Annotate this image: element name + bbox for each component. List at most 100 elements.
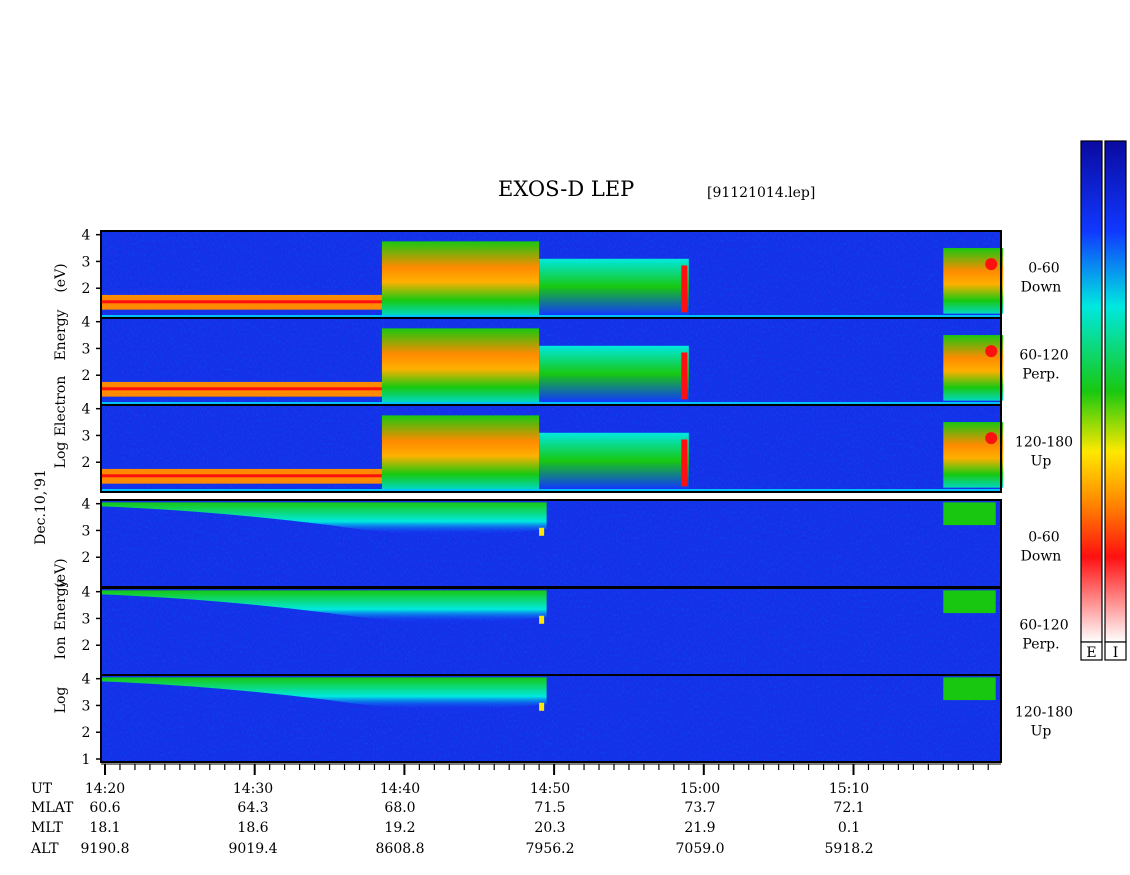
y-tick-label: 4 [82, 315, 91, 331]
table-cell-mlt: 20.3 [534, 820, 565, 836]
direction-label: Up [1031, 724, 1052, 740]
table-cell-mlt: 18.1 [89, 820, 120, 836]
ion-burst [943, 502, 996, 526]
table-row-label: ALT [30, 841, 59, 857]
pitch-angle-label: 0-60 [1028, 261, 1059, 277]
ion-conic-region [101, 502, 547, 535]
colorbar-label-box [1080, 641, 1103, 661]
y-tick-label: 3 [82, 428, 91, 444]
bottom-fringe [101, 489, 1001, 492]
intensity-peak [985, 258, 998, 271]
direction-label: Down [1021, 549, 1062, 565]
table-cell-mlt: 0.1 [838, 820, 860, 836]
low-energy-core [101, 300, 382, 304]
y-tick-label: 2 [82, 725, 91, 741]
y-tick-label: 2 [82, 455, 91, 471]
precipitation-region-a [381, 328, 540, 402]
table-cell-ut: 14:50 [530, 781, 570, 797]
y-tick-label: 2 [82, 550, 91, 566]
y-axis-label-word: Log [53, 687, 69, 714]
precipitation-spike [681, 439, 688, 487]
table-cell-alt: 7956.2 [526, 841, 575, 857]
ion-burst [943, 677, 996, 701]
ion-y-axis-label: Log Ion Energy(eV) [53, 558, 69, 713]
precipitation-region-c [943, 422, 1004, 488]
direction-label: Perp. [1022, 367, 1059, 383]
ion-burst [943, 590, 996, 614]
y-tick-label: 3 [82, 254, 91, 270]
intensity-peak [985, 432, 998, 445]
colorbar-1 [1080, 140, 1103, 643]
pitch-angle-label: 120-180 [1015, 705, 1073, 721]
pitch-angle-label: 0-60 [1028, 530, 1059, 546]
y-tick-label: 4 [82, 672, 91, 688]
table-cell-alt: 5918.2 [825, 841, 874, 857]
y-tick-label: 2 [82, 281, 91, 297]
pitch-angle-label: 120-180 [1015, 435, 1073, 451]
y-tick-label: 3 [82, 611, 91, 627]
table-cell-alt: 8608.8 [376, 841, 425, 857]
table-cell-mlat: 72.1 [833, 800, 864, 816]
y-axis-label-word: (eV) [53, 263, 69, 292]
y-tick-label: 3 [82, 698, 91, 714]
table-cell-mlat: 68.0 [384, 800, 415, 816]
date-label: Dec.10,'91 [33, 469, 49, 545]
y-axis-label-word: Ion [53, 637, 69, 660]
table-cell-mlat: 64.3 [237, 800, 268, 816]
y-tick-label: 4 [82, 585, 91, 601]
y-axis-label-word: Energy [53, 579, 69, 630]
precipitation-region-c [943, 335, 1004, 401]
colorbar-label: E [1086, 645, 1096, 661]
panel-frame [100, 404, 1002, 493]
table-row-label: MLT [31, 820, 63, 836]
y-tick-label: 4 [82, 228, 91, 244]
ion-hotspot [539, 615, 545, 624]
table-row-label: MLAT [31, 800, 74, 816]
y-axis-label-word: Energy [53, 309, 69, 360]
intensity-peak [985, 345, 998, 358]
y-tick-label: 3 [82, 523, 91, 539]
y-tick-label: 4 [82, 497, 91, 513]
y-axis-label-word: Electron [53, 376, 69, 437]
ion-conic-region [101, 677, 547, 710]
precipitation-region-a [381, 241, 540, 315]
precipitation-region-b [539, 258, 689, 315]
colorbar-label-box [1104, 641, 1127, 661]
table-cell-alt: 7059.0 [676, 841, 725, 857]
bottom-fringe [101, 402, 1001, 405]
panel-frame [100, 674, 1002, 763]
pitch-angle-label: 60-120 [1019, 348, 1068, 364]
table-cell-ut: 15:10 [829, 781, 869, 797]
table-row-label: UT [31, 781, 53, 797]
direction-label: Up [1031, 454, 1052, 470]
spectrogram-panel-4 [100, 499, 1002, 588]
table-cell-mlat: 60.6 [89, 800, 120, 816]
y-tick-label: 3 [82, 341, 91, 357]
table-cell-mlt: 21.9 [684, 820, 715, 836]
table-cell-alt: 9019.4 [229, 841, 278, 857]
precipitation-region-b [539, 432, 689, 489]
bottom-fringe [101, 315, 1001, 318]
spectrogram-panel-6 [100, 674, 1002, 763]
colorbar-label: I [1113, 645, 1119, 661]
precipitation-region-c [943, 248, 1004, 314]
spectrogram-panel-3 [100, 404, 1004, 493]
y-tick-label: 1 [82, 752, 91, 768]
y-axis-label-word: (eV) [53, 558, 69, 587]
table-cell-mlt: 19.2 [384, 820, 415, 836]
y-tick-label: 4 [82, 402, 91, 418]
table-cell-ut: 14:20 [85, 781, 125, 797]
spectrogram-panel-5 [100, 587, 1002, 676]
colorbar-2 [1104, 140, 1127, 643]
table-cell-ut: 14:30 [233, 781, 273, 797]
ion-hotspot [539, 702, 545, 711]
electron-y-axis-label: Log Electron Energy (eV) [53, 263, 69, 468]
low-energy-core [101, 387, 382, 391]
table-cell-alt: 9190.8 [81, 841, 130, 857]
table-cell-mlat: 71.5 [534, 800, 565, 816]
ion-hotspot [539, 527, 545, 536]
precipitation-spike [681, 265, 688, 313]
spectrogram-panel-2 [100, 317, 1004, 406]
y-tick-label: 2 [82, 638, 91, 654]
